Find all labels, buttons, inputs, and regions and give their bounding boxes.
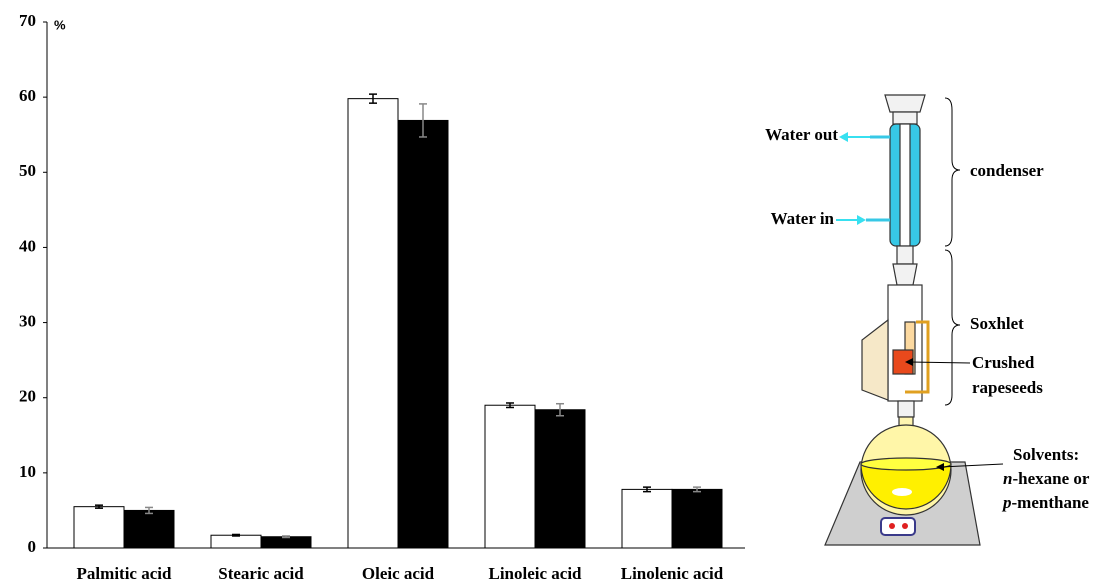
x-tick-label: Palmitic acid [77, 564, 172, 583]
bar [347, 98, 399, 549]
error-bar [282, 535, 290, 539]
error-bar [145, 506, 153, 515]
error-bar [643, 486, 651, 493]
bar [484, 404, 536, 549]
x-tick-label: Oleic acid [362, 564, 435, 583]
error-bar [556, 402, 564, 417]
y-tick-label: 50 [19, 161, 36, 180]
label-water-in: Water in [771, 209, 835, 228]
error-bar [693, 486, 701, 493]
y-unit: % [54, 17, 66, 32]
error-bar [419, 103, 427, 138]
soxhlet-apparatus [824, 94, 1004, 546]
error-bar [232, 533, 240, 537]
label-rapeseeds: rapeseeds [972, 378, 1043, 397]
y-tick-label: 40 [19, 236, 36, 255]
y-tick-label: 60 [19, 86, 36, 105]
x-tick-label: Linolenic acid [621, 564, 724, 583]
bar [260, 536, 312, 549]
bar [621, 488, 673, 549]
solvent-rest: -menthane [1012, 493, 1090, 512]
error-bar [95, 504, 103, 509]
label-crushed: Crushed [972, 353, 1035, 372]
bar [123, 509, 175, 549]
y-tick-label: 70 [19, 11, 36, 30]
x-tick-label: Linoleic acid [488, 564, 582, 583]
bar [397, 119, 449, 549]
label-water-out: Water out [765, 125, 838, 144]
label-solvent-2: p-menthane [1001, 493, 1089, 512]
solvent-italic: n [1003, 469, 1012, 488]
error-bar [369, 93, 377, 104]
label-solvents: Solvents: [1013, 445, 1079, 464]
solvent-italic: p [1001, 493, 1012, 512]
label-solvent-1: n-hexane or [1003, 469, 1090, 488]
bar [671, 488, 723, 549]
bar [210, 534, 262, 549]
y-tick-label: 30 [19, 311, 36, 330]
y-tick-label: 20 [19, 387, 36, 406]
label-condenser: condenser [970, 161, 1044, 180]
x-tick-label: Stearic acid [218, 564, 304, 583]
bar [73, 506, 125, 549]
y-tick-label: 10 [19, 462, 36, 481]
label-soxhlet: Soxhlet [970, 314, 1024, 333]
y-tick-label: 0 [28, 537, 37, 556]
error-bar [506, 402, 514, 409]
solvent-rest: -hexane or [1012, 469, 1089, 488]
bar [534, 409, 586, 549]
